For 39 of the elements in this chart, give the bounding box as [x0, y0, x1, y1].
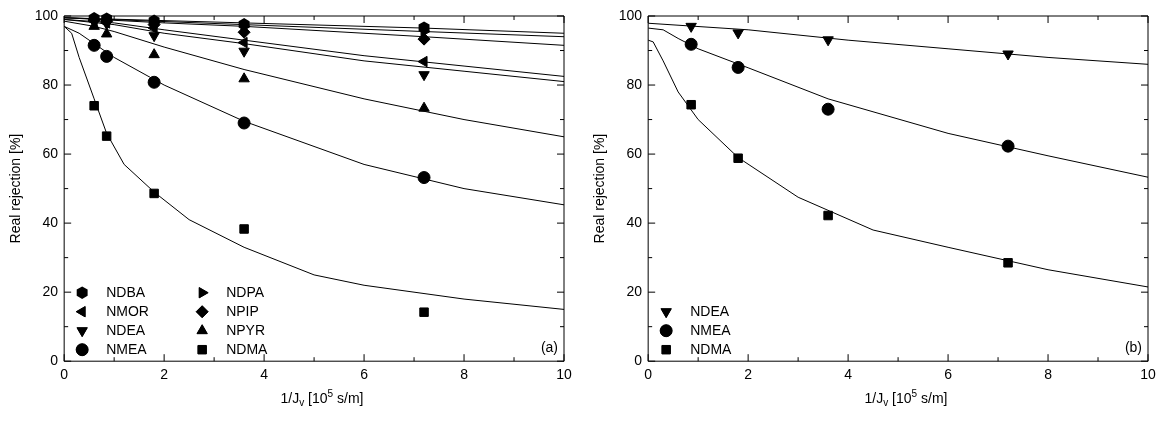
y-tick-label: 0 [50, 352, 59, 369]
y-tick-label: 40 [626, 213, 643, 230]
x-tick-label: 4 [844, 366, 853, 383]
legend-label: NDEA [690, 302, 730, 319]
legend-label: NMEA [106, 340, 148, 357]
x-tick-label: 8 [460, 366, 469, 383]
y-tick-label: 20 [42, 283, 59, 300]
y-tick-label: 0 [634, 352, 643, 369]
annotation: (a) [540, 339, 558, 356]
x-tick-label: 6 [944, 366, 953, 383]
y-tick-label: 100 [618, 6, 643, 23]
y-tick-label: 100 [34, 6, 59, 23]
y-axis-title: Real rejection [%] [7, 133, 24, 244]
x-axis-title: 1/J$_{v}$ [10$^{5}$ s/m] [863, 388, 949, 409]
legend-label: NDEA [106, 321, 146, 338]
x-tick-label: 6 [360, 366, 369, 383]
legend-label: NPIP [226, 302, 259, 319]
legend-label: NMEA [690, 321, 732, 338]
x-tick-label: 2 [744, 366, 753, 383]
legend-label: NMOR [106, 302, 149, 319]
x-tick-label: 2 [160, 366, 169, 383]
legend-label: NDMA [226, 340, 269, 357]
y-tick-label: 40 [42, 213, 59, 230]
legend-label: NDPA [226, 283, 265, 300]
y-tick-label: 60 [626, 144, 643, 161]
y-tick-label: 60 [42, 144, 59, 161]
x-axis-title: 1/J$_{v}$ [10$^{5}$ s/m] [279, 388, 365, 409]
y-tick-label: 80 [42, 75, 59, 92]
y-tick-label: 20 [626, 283, 643, 300]
y-axis-title: Real rejection [%] [591, 133, 608, 244]
x-tick-label: 8 [1044, 366, 1053, 383]
annotation: (b) [1124, 339, 1142, 356]
legend-label: NDBA [106, 283, 146, 300]
legend-label: NPYR [226, 321, 266, 338]
y-tick-label: 80 [626, 75, 643, 92]
x-tick-label: 10 [1140, 366, 1156, 383]
x-tick-label: 4 [260, 366, 269, 383]
x-tick-label: 10 [556, 366, 572, 383]
legend-label: NDMA [690, 340, 733, 357]
